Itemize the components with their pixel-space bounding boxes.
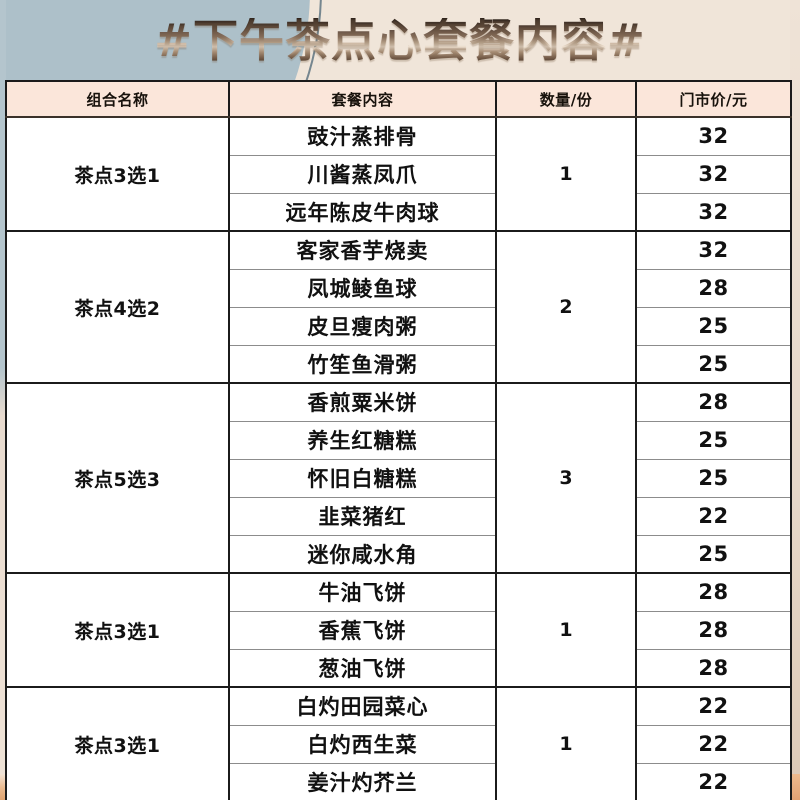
column-header-set-content: 套餐内容 xyxy=(229,81,497,118)
column-header-price: 门市价/元 xyxy=(636,81,791,118)
table-header-row: 组合名称 套餐内容 数量/份 门市价/元 xyxy=(6,81,791,118)
price-cell: 28 xyxy=(636,610,791,649)
item-name-cell: 迷你咸水角 xyxy=(229,534,497,573)
table-body: 茶点3选1 豉汁蒸排骨 1 32 川酱蒸凤爪 32 远年陈皮牛肉球 32 茶点4选2 客家香芋烧卖… xyxy=(6,116,791,800)
column-header-group-name: 组合名称 xyxy=(6,81,230,118)
price-cell: 28 xyxy=(636,572,791,611)
menu-table: 组合名称 套餐内容 数量/份 门市价/元 茶点3选1 豉汁蒸排骨 1 32 川酱蒸凤爪 3… xyxy=(5,80,792,800)
item-name-cell: 川酱蒸凤爪 xyxy=(229,154,497,193)
table-row: 凤城鲮鱼球 28 xyxy=(6,268,791,307)
group-name-cell: 茶点3选1 xyxy=(6,686,230,800)
item-name-cell: 豉汁蒸排骨 xyxy=(229,116,497,155)
price-cell: 22 xyxy=(636,686,791,725)
table-row: 川酱蒸凤爪 32 xyxy=(6,154,791,193)
item-name-cell: 白灼西生菜 xyxy=(229,724,497,763)
title-band: #下午茶点心套餐内容# xyxy=(0,0,800,80)
table-row: 茶点4选2 客家香芋烧卖 2 32 xyxy=(6,230,791,383)
table-row: 茶点3选1 豉汁蒸排骨 1 32 xyxy=(6,116,791,231)
table-row: 养生红糖糕 25 xyxy=(6,420,791,459)
group-name-cell: 茶点3选1 xyxy=(6,116,230,231)
column-header-quantity: 数量/份 xyxy=(496,81,637,118)
price-cell: 22 xyxy=(636,496,791,535)
price-cell: 32 xyxy=(636,192,791,231)
group-name-cell: 茶点5选3 xyxy=(6,382,230,573)
price-cell: 32 xyxy=(636,154,791,193)
table-row: 远年陈皮牛肉球 32 xyxy=(6,192,791,231)
item-name-cell: 白灼田园菜心 xyxy=(229,686,497,725)
price-cell: 28 xyxy=(636,648,791,687)
quantity-cell: 2 xyxy=(496,230,637,383)
quantity-cell: 1 xyxy=(496,572,637,687)
price-cell: 25 xyxy=(636,458,791,497)
table-row: 茶点5选3 香煎粟米饼 3 28 xyxy=(6,382,791,573)
table-row: 姜汁灼芥兰 22 xyxy=(6,762,791,800)
item-name-cell: 怀旧白糖糕 xyxy=(229,458,497,497)
group-name-cell: 茶点3选1 xyxy=(6,572,230,687)
quantity-cell: 1 xyxy=(496,686,637,800)
table-row: 葱油飞饼 28 xyxy=(6,648,791,687)
item-name-cell: 牛油飞饼 xyxy=(229,572,497,611)
item-name-cell: 葱油飞饼 xyxy=(229,648,497,687)
item-name-cell: 凤城鲮鱼球 xyxy=(229,268,497,307)
quantity-cell: 1 xyxy=(496,116,637,231)
price-cell: 22 xyxy=(636,724,791,763)
table-row: 怀旧白糖糕 25 xyxy=(6,458,791,497)
price-cell: 25 xyxy=(636,344,791,383)
right-edge-strip xyxy=(790,0,800,800)
price-cell: 28 xyxy=(636,268,791,307)
item-name-cell: 香蕉飞饼 xyxy=(229,610,497,649)
quantity-cell: 3 xyxy=(496,382,637,573)
item-name-cell: 客家香芋烧卖 xyxy=(229,230,497,269)
price-cell: 22 xyxy=(636,762,791,800)
price-cell: 32 xyxy=(636,230,791,269)
table-row: 韭菜猪红 22 xyxy=(6,496,791,535)
table-row: 皮旦瘦肉粥 25 xyxy=(6,306,791,345)
price-cell: 32 xyxy=(636,116,791,155)
item-name-cell: 姜汁灼芥兰 xyxy=(229,762,497,800)
item-name-cell: 皮旦瘦肉粥 xyxy=(229,306,497,345)
price-cell: 25 xyxy=(636,306,791,345)
table-row: 迷你咸水角 25 xyxy=(6,534,791,573)
price-cell: 28 xyxy=(636,382,791,421)
price-cell: 25 xyxy=(636,420,791,459)
table-row: 竹笙鱼滑粥 25 xyxy=(6,344,791,383)
page-title: #下午茶点心套餐内容# xyxy=(154,13,646,67)
item-name-cell: 远年陈皮牛肉球 xyxy=(229,192,497,231)
item-name-cell: 韭菜猪红 xyxy=(229,496,497,535)
item-name-cell: 香煎粟米饼 xyxy=(229,382,497,421)
table-row: 茶点3选1 白灼田园菜心 1 22 xyxy=(6,686,791,800)
table-row: 茶点3选1 牛油飞饼 1 28 xyxy=(6,572,791,687)
table-header: 组合名称 套餐内容 数量/份 门市价/元 xyxy=(6,81,791,118)
left-edge-strip xyxy=(0,0,6,800)
item-name-cell: 竹笙鱼滑粥 xyxy=(229,344,497,383)
menu-table-container: 组合名称 套餐内容 数量/份 门市价/元 茶点3选1 豉汁蒸排骨 1 32 川酱蒸凤爪 3… xyxy=(5,80,792,800)
table-row: 香蕉飞饼 28 xyxy=(6,610,791,649)
price-cell: 25 xyxy=(636,534,791,573)
item-name-cell: 养生红糖糕 xyxy=(229,420,497,459)
table-row: 白灼西生菜 22 xyxy=(6,724,791,763)
group-name-cell: 茶点4选2 xyxy=(6,230,230,383)
